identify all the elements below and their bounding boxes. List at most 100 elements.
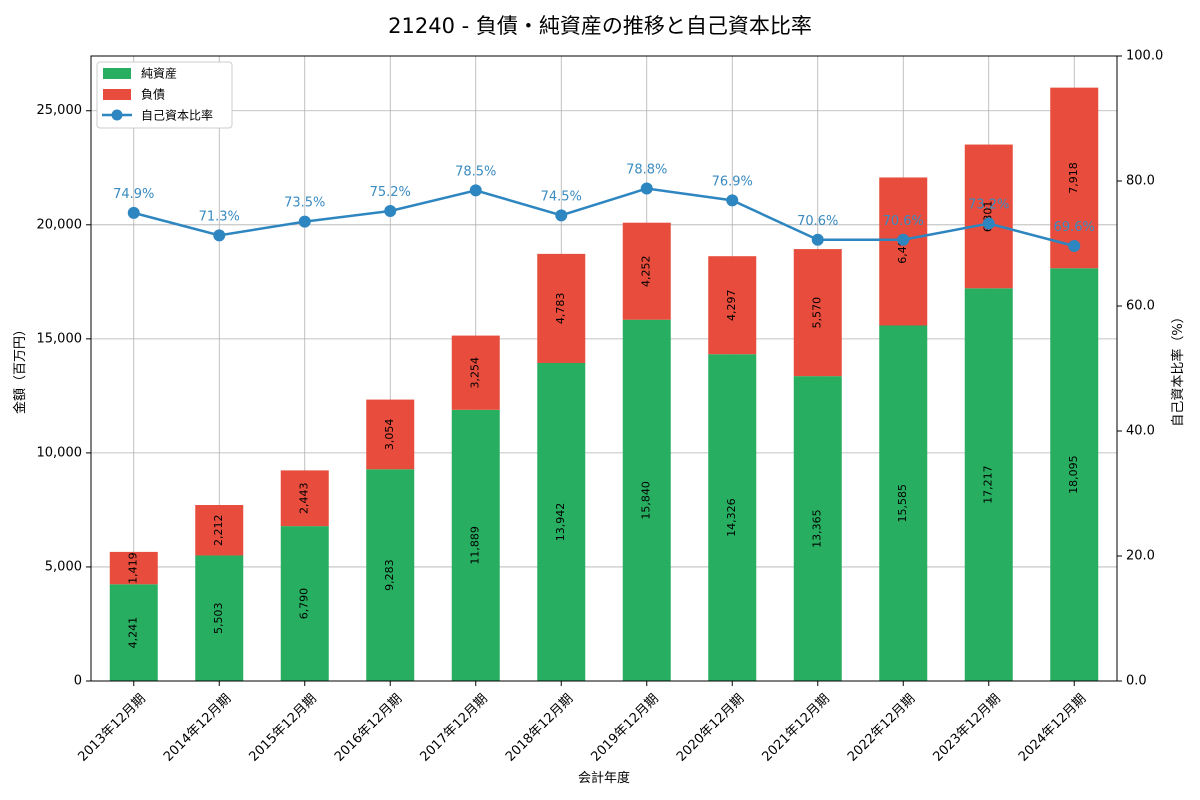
bar-label-liability: 4,297 bbox=[725, 289, 738, 321]
y-tick-label: 20,000 bbox=[37, 217, 83, 232]
bar-liability bbox=[366, 399, 415, 470]
ratio-point bbox=[555, 209, 568, 222]
x-tick-label: 2017年12月期 bbox=[418, 691, 491, 764]
y2-tick-label: 0.0 bbox=[1126, 674, 1147, 689]
x-tick-label: 2013年12月期 bbox=[76, 691, 149, 764]
x-tick-label: 2018年12月期 bbox=[503, 691, 576, 764]
y2-tick-label: 60.0 bbox=[1126, 299, 1155, 314]
ratio-point bbox=[640, 182, 653, 195]
legend-swatch-equity bbox=[103, 68, 131, 79]
bar-label-liability: 1,419 bbox=[127, 552, 140, 584]
ratio-label: 73.2% bbox=[968, 198, 1009, 213]
legend-swatch-liability bbox=[103, 89, 131, 100]
ratio-point bbox=[127, 206, 140, 219]
x-tick-label: 2023年12月期 bbox=[931, 691, 1004, 764]
bar-equity bbox=[793, 376, 842, 681]
bar-liability bbox=[622, 222, 671, 320]
bar-equity bbox=[964, 288, 1013, 681]
bar-label-equity: 18,095 bbox=[1067, 455, 1080, 494]
bar-label-liability: 2,443 bbox=[298, 483, 311, 515]
ratio-point bbox=[1068, 240, 1081, 252]
bar-label-equity: 4,241 bbox=[127, 617, 140, 649]
legend-label-liability: 負債 bbox=[141, 87, 165, 102]
x-axis-label: 会計年度 bbox=[578, 770, 630, 786]
bar-liability bbox=[109, 551, 158, 585]
ratio-point bbox=[897, 233, 910, 246]
bar-label-equity: 13,365 bbox=[811, 509, 824, 548]
bar-label-liability: 2,212 bbox=[212, 514, 225, 546]
bar-label-equity: 15,585 bbox=[896, 484, 909, 522]
ratio-point bbox=[982, 217, 995, 230]
bar-equity bbox=[366, 469, 415, 681]
y2-axis-label: 自己資本比率（%） bbox=[1170, 310, 1186, 426]
bar-equity bbox=[280, 526, 329, 681]
bar-liability bbox=[451, 335, 500, 410]
ratio-point bbox=[298, 215, 311, 228]
legend-label-equity: 純資産 bbox=[141, 66, 177, 81]
bar-equity bbox=[537, 362, 586, 681]
bar-equity bbox=[1050, 268, 1099, 681]
x-tick-label: 2016年12月期 bbox=[332, 691, 405, 764]
y2-tick-label: 40.0 bbox=[1126, 424, 1155, 439]
ratio-label: 71.3% bbox=[199, 209, 240, 224]
chart-title: 21240 - 負債・純資産の推移と自己資本比率 bbox=[388, 14, 812, 38]
x-tick-label: 2015年12月期 bbox=[247, 691, 320, 764]
y-tick-label: 5,000 bbox=[45, 559, 82, 574]
x-tick-label: 2014年12月期 bbox=[161, 691, 234, 764]
y2-tick-label: 100.0 bbox=[1126, 49, 1163, 64]
bar-label-equity: 6,790 bbox=[298, 588, 311, 620]
bar-liability bbox=[708, 256, 757, 355]
bar-label-liability: 3,254 bbox=[469, 357, 482, 389]
y-tick-label: 0 bbox=[74, 674, 82, 689]
ratio-polyline bbox=[133, 187, 1075, 248]
bar-liability bbox=[195, 505, 244, 556]
bar-label-equity: 14,326 bbox=[725, 498, 738, 537]
bar-equity bbox=[708, 354, 757, 681]
x-tick-label: 2021年12月期 bbox=[760, 691, 833, 764]
ratio-label: 74.5% bbox=[541, 189, 582, 204]
y-tick-label: 10,000 bbox=[37, 445, 83, 460]
bar-label-liability: 4,783 bbox=[554, 293, 567, 325]
bar-label-liability: 4,252 bbox=[640, 255, 653, 287]
legend-marker-ratio bbox=[111, 109, 123, 121]
ratio-point bbox=[726, 194, 739, 207]
ratio-label: 74.9% bbox=[113, 187, 154, 202]
y-tick-label: 15,000 bbox=[37, 331, 83, 346]
bar-label-equity: 13,942 bbox=[554, 503, 567, 542]
bar-label-liability: 5,570 bbox=[811, 297, 824, 329]
bar-label-equity: 15,840 bbox=[640, 481, 653, 520]
y2-tick-label: 20.0 bbox=[1126, 549, 1155, 564]
bar-liability bbox=[1050, 87, 1099, 269]
x-tick-label: 2020年12月期 bbox=[674, 691, 747, 764]
ratio-label: 69.6% bbox=[1054, 220, 1095, 235]
y-tick-label: 25,000 bbox=[37, 103, 83, 118]
grid bbox=[91, 56, 1117, 682]
x-tick-label: 2024年12月期 bbox=[1016, 691, 1089, 764]
bar-equity bbox=[109, 584, 158, 681]
plot-frame bbox=[90, 55, 1118, 682]
bar-label-equity: 9,283 bbox=[383, 559, 396, 591]
bar-equity bbox=[879, 325, 928, 681]
ratio-label: 70.6% bbox=[797, 214, 838, 229]
bar-label-liability: 3,054 bbox=[383, 419, 396, 451]
bar-liability bbox=[964, 144, 1013, 289]
bar-equity bbox=[195, 555, 244, 681]
ratio-point bbox=[811, 233, 824, 246]
bar-label-equity: 17,217 bbox=[982, 465, 995, 504]
ratio-point bbox=[213, 229, 226, 242]
x-tick-label: 2019年12月期 bbox=[589, 691, 662, 764]
ratio-label: 70.6% bbox=[883, 214, 924, 229]
bar-equity bbox=[451, 409, 500, 681]
ratio-label: 76.9% bbox=[712, 174, 753, 189]
ratio-label: 78.8% bbox=[626, 163, 667, 178]
y2-tick-label: 80.0 bbox=[1126, 174, 1155, 189]
bar-liability bbox=[879, 177, 928, 326]
bar-label-equity: 11,889 bbox=[469, 526, 482, 565]
ratio-label: 73.5% bbox=[284, 196, 325, 211]
bars: 4,241 1,419 5,503 2,212 6,790 2,443 9,283 3,054… bbox=[109, 87, 1099, 681]
bar-label-equity: 5,503 bbox=[212, 602, 225, 634]
y-axis-label: 金額（百万円） bbox=[12, 323, 28, 414]
x-tick-label: 2022年12月期 bbox=[845, 691, 918, 764]
legend-label-ratio: 自己資本比率 bbox=[141, 108, 213, 123]
